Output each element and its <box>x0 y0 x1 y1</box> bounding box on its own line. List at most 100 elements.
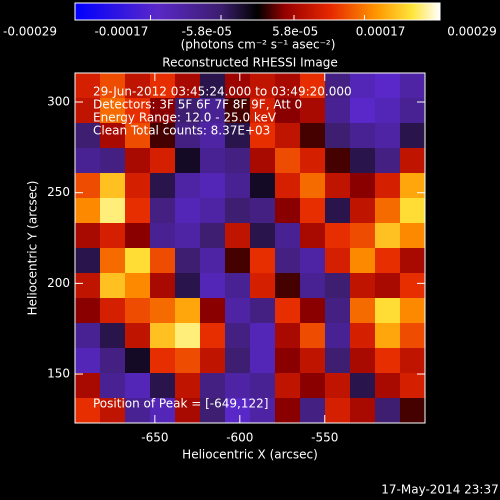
heatmap-cell <box>75 248 101 274</box>
heatmap-cell <box>200 248 226 274</box>
heatmap-cell <box>250 198 276 224</box>
heatmap-cell <box>150 148 176 174</box>
heatmap-cell <box>150 173 176 199</box>
heatmap-cell <box>250 273 276 299</box>
heatmap-cell <box>150 98 176 124</box>
heatmap-cell <box>250 298 276 324</box>
heatmap-cell <box>250 248 276 274</box>
heatmap-cell <box>350 373 376 399</box>
heatmap-cell <box>100 273 126 299</box>
heatmap-cell <box>200 98 226 124</box>
heatmap-cell <box>200 273 226 299</box>
heatmap-cell <box>175 348 201 374</box>
y-tick-label: 250 <box>47 185 70 199</box>
heatmap-cell <box>300 348 326 374</box>
colorbar-tick-label: -0.00029 <box>3 25 57 39</box>
heatmap-cell <box>200 148 226 174</box>
heatmap-cell <box>150 398 176 424</box>
heatmap-cell <box>300 73 326 99</box>
heatmap-cell <box>250 98 276 124</box>
heatmap-cell <box>250 223 276 249</box>
x-tick-label: -600 <box>226 431 253 445</box>
heatmap-cell <box>100 298 126 324</box>
annotation: Energy Range: 12.0 - 25.0 keV <box>93 111 277 125</box>
heatmap-cell <box>150 123 176 149</box>
heatmap-cell <box>300 123 326 149</box>
heatmap-cell <box>225 298 251 324</box>
timestamp: 17-May-2014 23:37 <box>381 483 498 497</box>
heatmap-cell <box>350 223 376 249</box>
colorbar-label: (photons cm⁻² s⁻¹ asec⁻²) <box>181 38 336 52</box>
heatmap-cell <box>125 348 151 374</box>
heatmap-cell <box>175 73 201 99</box>
colorbar-tick-label: 0.00029 <box>447 25 497 39</box>
heatmap-cell <box>300 223 326 249</box>
heatmap-cell <box>175 298 201 324</box>
heatmap-cell <box>350 198 376 224</box>
plot-frame <box>74 72 426 424</box>
heatmap-cell <box>225 198 251 224</box>
heatmap-cell <box>200 198 226 224</box>
heatmap-cell <box>375 323 401 349</box>
heatmap-cell <box>100 148 126 174</box>
y-tick-label: 200 <box>47 276 70 290</box>
heatmap-cell <box>225 173 251 199</box>
heatmap-cell <box>300 298 326 324</box>
heatmap-cell <box>200 173 226 199</box>
heatmap-cell <box>375 98 401 124</box>
heatmap-cell <box>275 148 301 174</box>
y-axis-label: Heliocentric Y (arcsec) <box>26 181 40 316</box>
heatmap-cell <box>400 148 426 174</box>
heatmap-cell <box>400 248 426 274</box>
heatmap-cell <box>75 298 101 324</box>
heatmap-cell <box>375 148 401 174</box>
heatmap-cell <box>75 223 101 249</box>
heatmap-cell <box>125 198 151 224</box>
heatmap-cell <box>300 248 326 274</box>
heatmap-cell <box>100 173 126 199</box>
y-tick-label: 300 <box>47 95 70 109</box>
heatmap-cell <box>300 398 326 424</box>
heatmap-cell <box>175 248 201 274</box>
heatmap-cell <box>225 398 251 424</box>
heatmap-cell <box>350 248 376 274</box>
heatmap-cell <box>75 198 101 224</box>
heatmap-cell <box>400 273 426 299</box>
heatmap-cell <box>250 373 276 399</box>
heatmap-cell <box>400 173 426 199</box>
heatmap-cell <box>175 323 201 349</box>
heatmap-cell <box>275 223 301 249</box>
heatmap-cell <box>100 198 126 224</box>
heatmap-cell <box>325 273 351 299</box>
heatmap-cell <box>225 248 251 274</box>
heatmap-cell <box>375 223 401 249</box>
heatmap-cell <box>100 98 126 124</box>
heatmap-cell <box>225 223 251 249</box>
heatmap-cell <box>375 173 401 199</box>
heatmap-cell <box>300 148 326 174</box>
heatmap-cell <box>275 123 301 149</box>
heatmap-cell <box>125 298 151 324</box>
heatmap-cell <box>325 248 351 274</box>
heatmap-cell <box>200 398 226 424</box>
annotation: 29-Jun-2012 03:45:24.000 to 03:49:20.000 <box>93 85 352 99</box>
heatmap-cell <box>150 273 176 299</box>
heatmap-cell <box>125 148 151 174</box>
heatmap-cell <box>275 248 301 274</box>
heatmap-cell <box>175 173 201 199</box>
heatmap-cell <box>175 273 201 299</box>
heatmap-cell <box>175 223 201 249</box>
heatmap-cell <box>400 123 426 149</box>
heatmap-cell <box>300 323 326 349</box>
heatmap-cell <box>225 148 251 174</box>
heatmap-cell <box>350 398 376 424</box>
heatmap-cell <box>200 348 226 374</box>
heatmap-cell <box>125 173 151 199</box>
heatmap-cell <box>250 323 276 349</box>
heatmap-cell <box>350 323 376 349</box>
heatmap-cell <box>100 73 126 99</box>
heatmap-cell <box>350 98 376 124</box>
x-axis-label: Heliocentric X (arcsec) <box>182 448 318 462</box>
colorbar-tick-label: 0.00017 <box>356 25 406 39</box>
heatmap-cell <box>150 73 176 99</box>
